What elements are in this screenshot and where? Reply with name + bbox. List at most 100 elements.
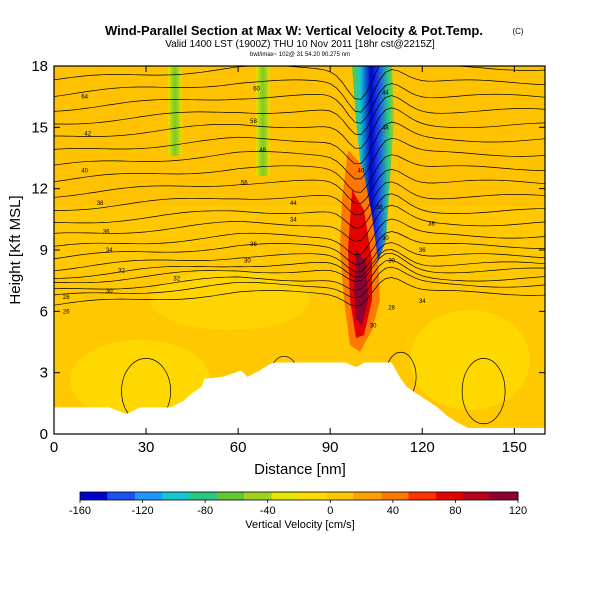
y-tick-label: 6 xyxy=(40,303,48,320)
downdraft-core xyxy=(352,66,394,262)
contour-label: 40 xyxy=(81,168,88,174)
contour-label: 60 xyxy=(253,87,260,93)
theta-contour-line xyxy=(54,83,545,124)
y-tick-label: 18 xyxy=(31,58,48,75)
y-tick-label: 0 xyxy=(40,426,48,443)
colorbar-swatch xyxy=(326,492,355,500)
colorbar-tick-label: 0 xyxy=(327,505,333,517)
colorbar-swatch xyxy=(408,492,437,500)
x-tick-label: 0 xyxy=(50,439,58,456)
theta-contour-line xyxy=(54,266,545,299)
contour-label: 44 xyxy=(382,91,389,97)
colorbar-swatch xyxy=(162,492,190,500)
colorbar-swatch xyxy=(435,492,464,500)
downdraft-strip-2 xyxy=(256,66,270,176)
field-patch-yellow-right xyxy=(410,310,530,410)
contour-label: 44 xyxy=(290,201,297,207)
colorbar xyxy=(79,491,519,501)
theta-contour-line xyxy=(54,181,545,216)
contour-label: 34 xyxy=(419,299,426,305)
contour-label: 48 xyxy=(382,125,389,131)
colorbar-swatch xyxy=(271,492,300,500)
contour-label: 30 xyxy=(244,258,251,264)
contour-label: 28 xyxy=(63,295,70,301)
colorbar-tick-label: -80 xyxy=(197,505,213,517)
contour-label: 40 xyxy=(358,168,365,174)
theta-contour-loop xyxy=(461,358,506,425)
colorbar-swatch xyxy=(353,492,382,500)
colorbar-swatch xyxy=(463,492,492,500)
contour-label: 30 xyxy=(382,236,389,242)
y-tick-label: 15 xyxy=(31,119,48,136)
terrain xyxy=(54,362,545,434)
colorbar-swatch xyxy=(134,492,163,500)
contour-label: 58 xyxy=(250,119,257,125)
theta-contour-line xyxy=(54,231,545,265)
y-tick-label: 9 xyxy=(40,242,48,259)
colorbar-swatch xyxy=(381,492,409,500)
colorbar-tick-label: -120 xyxy=(132,505,154,517)
x-tick-label: 120 xyxy=(410,439,435,456)
theta-contour-line xyxy=(54,242,545,273)
colorbar-swatch xyxy=(189,492,218,500)
chart-subtitle: Valid 1400 LST (1900Z) THU 10 Nov 2011 [… xyxy=(165,39,435,50)
x-tick-label: 150 xyxy=(502,439,527,456)
contour-label: 32 xyxy=(173,277,180,283)
y-axis-title: Height [Kft MSL] xyxy=(7,195,24,304)
colorbar-frame xyxy=(79,491,519,501)
contour-label: 36 xyxy=(103,230,110,236)
colorbar-swatch xyxy=(107,492,136,500)
colorbar-swatch xyxy=(80,492,108,500)
colorbar-label: Vertical Velocity [cm/s] xyxy=(245,519,354,531)
theta-contour-line xyxy=(54,121,545,165)
theta-contour-line xyxy=(54,249,545,279)
contour-label: 36 xyxy=(419,248,426,254)
x-tick-label: 90 xyxy=(322,439,339,456)
theta-contour-line xyxy=(54,218,545,256)
field-patch-yellow-left xyxy=(70,340,210,420)
contour-label: 32 xyxy=(118,268,125,274)
x-tick-label: 30 xyxy=(138,439,155,456)
colorbar-tick-label: 80 xyxy=(449,505,461,517)
theta-contour-line xyxy=(54,277,545,307)
contour-label: 42 xyxy=(84,132,91,138)
colorbar-swatch xyxy=(244,492,273,500)
contour-label: 34 xyxy=(290,217,297,223)
chart-subtitle-2: bwt/imax~ 102@ 31 54.20 90.275 nm xyxy=(250,52,350,58)
theta-contour-line xyxy=(54,259,545,291)
contour-label: 34 xyxy=(106,248,113,254)
contour-labels: 64 42 40 38 36 34 32 30 28 26 60 58 48 56 44 34 36 30 32 40… xyxy=(63,87,436,330)
colorbar-tick-label: 120 xyxy=(509,505,527,517)
contour-label: 38 xyxy=(376,205,383,211)
theta-contour-line xyxy=(54,154,545,193)
contour-label: 48 xyxy=(259,148,266,154)
y-tick-label: 12 xyxy=(31,181,48,198)
contour-label: 30 xyxy=(388,258,395,264)
theta-contour-line xyxy=(54,168,545,205)
chart-title-mark: (C) xyxy=(512,27,523,36)
theta-contour-line xyxy=(54,69,545,113)
colorbar-swatch xyxy=(299,492,327,500)
contour-label: 30 xyxy=(106,289,113,295)
contour-label: 28 xyxy=(388,305,395,311)
colorbar-ticks: -160 -120 -80 -40 0 40 80 120 xyxy=(69,500,527,517)
contour-label: 30 xyxy=(370,324,377,330)
y-tick-label: 3 xyxy=(40,365,48,382)
contour-label: 38 xyxy=(428,221,435,227)
colorbar-swatch xyxy=(490,492,519,500)
field-patch-yellow-mid xyxy=(150,270,310,330)
chart-title: Wind-Parallel Section at Max W: Vertical… xyxy=(105,23,483,38)
theta-contour-line xyxy=(54,193,545,229)
x-axis: 0 30 60 90 120 150 xyxy=(50,66,527,456)
colorbar-swatch xyxy=(216,492,245,500)
downdraft-strip-1 xyxy=(168,66,182,156)
contour-label: 36 xyxy=(250,242,257,248)
theta-contours xyxy=(54,66,545,425)
theta-contour-line xyxy=(54,95,545,136)
contour-label: 38 xyxy=(97,201,104,207)
x-axis-title: Distance [nm] xyxy=(254,461,346,478)
contour-label: 26 xyxy=(63,309,70,315)
x-tick-label: 60 xyxy=(230,439,247,456)
